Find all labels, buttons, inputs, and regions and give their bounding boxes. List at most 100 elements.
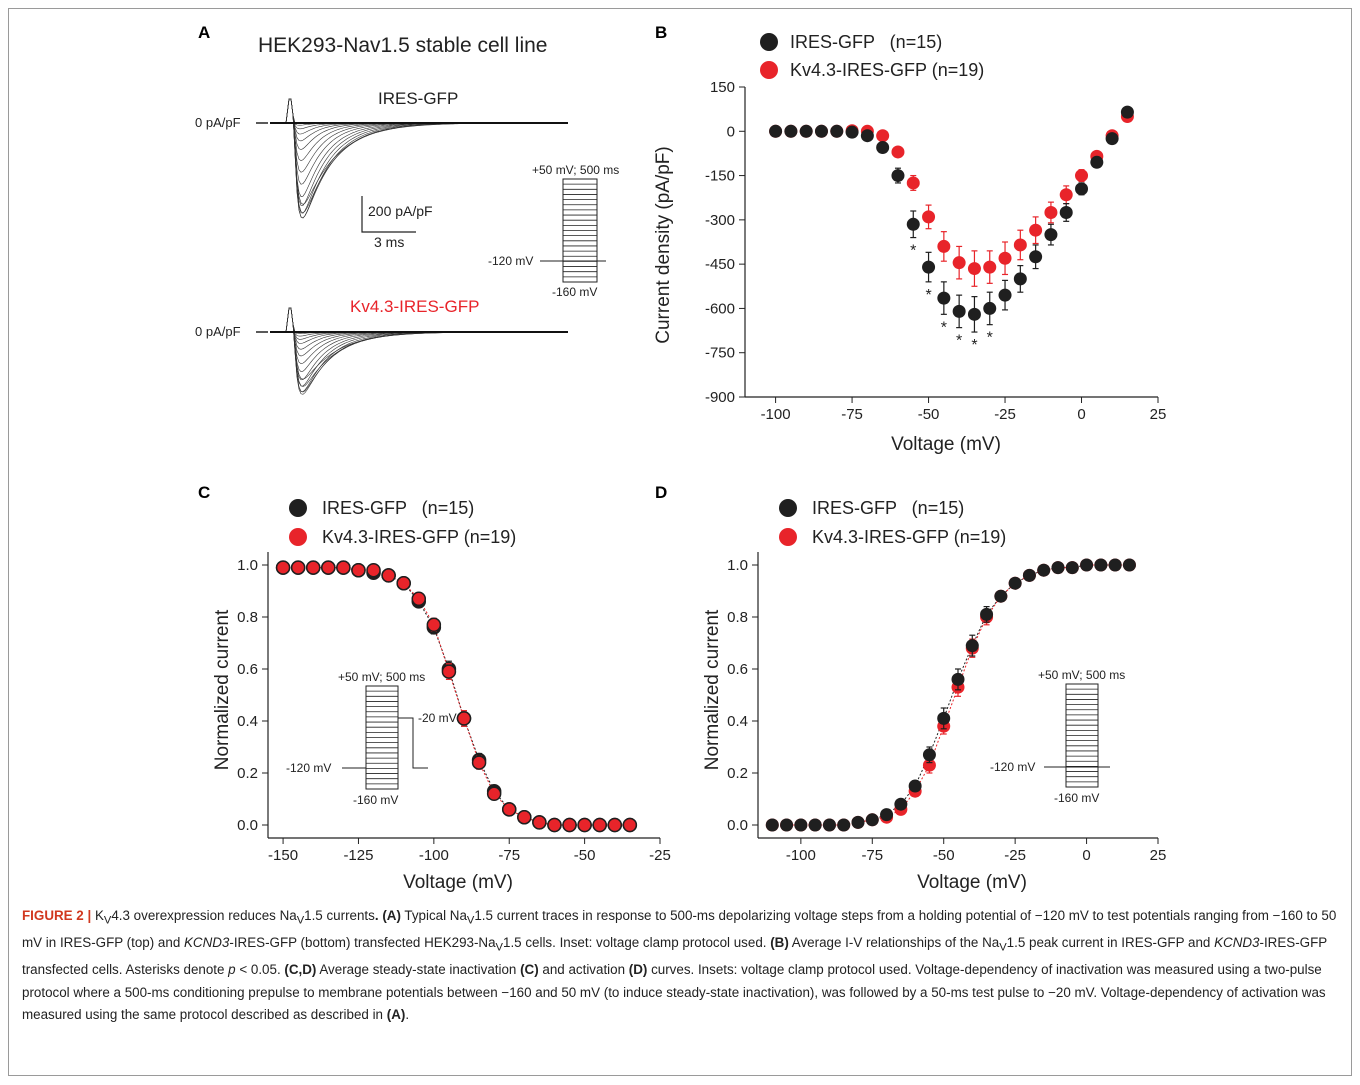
data-point bbox=[876, 141, 890, 155]
data-point bbox=[1094, 558, 1108, 572]
data-point bbox=[908, 779, 922, 793]
data-point bbox=[486, 786, 502, 802]
data-point bbox=[965, 639, 979, 653]
panel-b-y-axis-label: Current density (pA/pF) bbox=[653, 146, 674, 343]
y-tick-label: 0.4 bbox=[237, 713, 258, 730]
legend-label-kv43: Kv4.3-IRES-GFP (n=19) bbox=[322, 527, 516, 547]
data-point bbox=[860, 129, 874, 143]
data-point bbox=[396, 575, 411, 591]
panel-c-legend: IRES-GFP (n=15) Kv4.3-IRES-GFP (n=19) bbox=[289, 498, 516, 547]
x-tick-label: 0 bbox=[1077, 406, 1085, 423]
caption-text: Average I-V relationships of the Na bbox=[788, 935, 1000, 951]
data-point bbox=[290, 560, 306, 575]
data-point bbox=[1090, 155, 1104, 169]
figure-caption: FIGURE 2 | KV4.3 overexpression reduces … bbox=[22, 905, 1338, 1027]
current-trace bbox=[285, 98, 565, 206]
legend-label-ires-gfp: IRES-GFP (n=15) bbox=[812, 498, 964, 518]
data-point bbox=[547, 817, 562, 833]
data-point bbox=[837, 818, 851, 832]
data-point bbox=[1044, 205, 1058, 219]
data-point bbox=[1029, 250, 1043, 264]
data-point bbox=[983, 260, 997, 274]
data-point bbox=[456, 711, 472, 726]
inset-c-test-label: -20 mV bbox=[418, 711, 457, 725]
data-point bbox=[1013, 272, 1027, 286]
y-tick-label: 0.8 bbox=[237, 609, 258, 626]
caption-panel-ref: (C,D) bbox=[284, 962, 317, 978]
caption-text: and activation bbox=[538, 962, 629, 978]
x-tick-label: -25 bbox=[994, 406, 1016, 423]
significance-asterisk: * bbox=[956, 333, 962, 350]
inset-a-hold-label: -120 mV bbox=[488, 254, 533, 268]
data-point bbox=[967, 262, 981, 276]
data-point bbox=[780, 818, 794, 832]
legend-label-kv43: Kv4.3-IRES-GFP (n=19) bbox=[812, 527, 1006, 547]
x-tick-label: -25 bbox=[649, 847, 671, 864]
inset-a-bottom-label: -160 mV bbox=[552, 285, 597, 299]
panel-d-x-axis-label: Voltage (mV) bbox=[917, 872, 1027, 893]
data-point bbox=[922, 260, 936, 274]
data-point bbox=[765, 818, 779, 832]
y-tick-label: 0 bbox=[727, 123, 735, 140]
y-tick-label: 0.0 bbox=[727, 817, 748, 834]
data-point bbox=[799, 124, 813, 138]
data-point bbox=[532, 815, 547, 830]
y-tick-label: 1.0 bbox=[237, 557, 258, 574]
panel-d-protocol-inset: +50 mV; 500 ms -120 mV -160 mV bbox=[990, 668, 1125, 805]
current-trace bbox=[285, 307, 565, 395]
caption-panel-ref: (B) bbox=[770, 935, 789, 951]
data-point bbox=[321, 560, 336, 575]
data-point bbox=[998, 288, 1012, 302]
caption-text: < 0.05. bbox=[235, 962, 285, 978]
data-point bbox=[906, 217, 920, 231]
panel-c-label: C bbox=[198, 483, 210, 502]
current-trace bbox=[285, 307, 565, 381]
x-tick-label: -50 bbox=[918, 406, 940, 423]
caption-text: Average steady-state inactivation bbox=[316, 962, 521, 978]
figure-frame bbox=[8, 8, 1352, 1076]
caption-text: K bbox=[91, 908, 104, 923]
caption-text: 1.5 current traces in response to 500-ms… bbox=[22, 908, 1337, 951]
scale-bar-x-label: 3 ms bbox=[374, 234, 404, 250]
panel-c-y-axis-label: Normalized current bbox=[212, 609, 233, 770]
inset-c-test-pulse bbox=[398, 717, 428, 769]
inset-a-top-label: +50 mV; 500 ms bbox=[532, 163, 619, 177]
y-tick-label: -300 bbox=[705, 212, 735, 229]
panel-a-bottom-trace-label: Kv4.3-IRES-GFP bbox=[350, 297, 479, 316]
significance-asterisk: * bbox=[910, 243, 916, 260]
trace-family-kv43 bbox=[270, 307, 568, 395]
scale-bar-y-label: 200 pA/pF bbox=[368, 203, 433, 219]
y-tick-label: 0.6 bbox=[237, 661, 258, 678]
panel-d-label: D bbox=[655, 483, 667, 502]
fit-curve bbox=[283, 567, 630, 826]
y-tick-label: 0.0 bbox=[237, 817, 258, 834]
legend-marker-ires-gfp bbox=[289, 499, 307, 517]
caption-text: -IRES-GFP transfected cells. Asterisks d… bbox=[22, 935, 1327, 978]
panel-c: C IRES-GFP (n=15) Kv4.3-IRES-GFP (n=19) … bbox=[198, 483, 671, 893]
data-point bbox=[937, 711, 951, 725]
current-trace bbox=[285, 307, 565, 380]
caption-text: -IRES-GFP (bottom) transfected HEK293-Na bbox=[229, 935, 496, 951]
data-point bbox=[1065, 561, 1079, 575]
caption-subscript: V bbox=[466, 914, 475, 927]
data-point bbox=[336, 560, 351, 575]
data-point bbox=[411, 591, 427, 607]
data-point bbox=[1029, 223, 1043, 237]
data-point bbox=[607, 817, 623, 833]
x-tick-label: 25 bbox=[1150, 847, 1167, 864]
data-point bbox=[1059, 205, 1073, 219]
inset-d-steps bbox=[1066, 683, 1098, 788]
data-point bbox=[351, 562, 366, 578]
caption-gene-name: KCND3 bbox=[183, 935, 230, 951]
significance-asterisk: * bbox=[925, 287, 931, 304]
x-tick-label: -100 bbox=[419, 847, 449, 864]
data-point bbox=[922, 758, 936, 772]
data-point bbox=[305, 560, 321, 575]
x-tick-label: -100 bbox=[786, 847, 816, 864]
caption-subscript: V bbox=[103, 914, 112, 927]
data-point bbox=[441, 664, 457, 679]
data-point bbox=[980, 607, 994, 621]
data-point bbox=[501, 802, 517, 817]
data-point bbox=[894, 797, 908, 811]
data-point bbox=[1075, 182, 1089, 196]
